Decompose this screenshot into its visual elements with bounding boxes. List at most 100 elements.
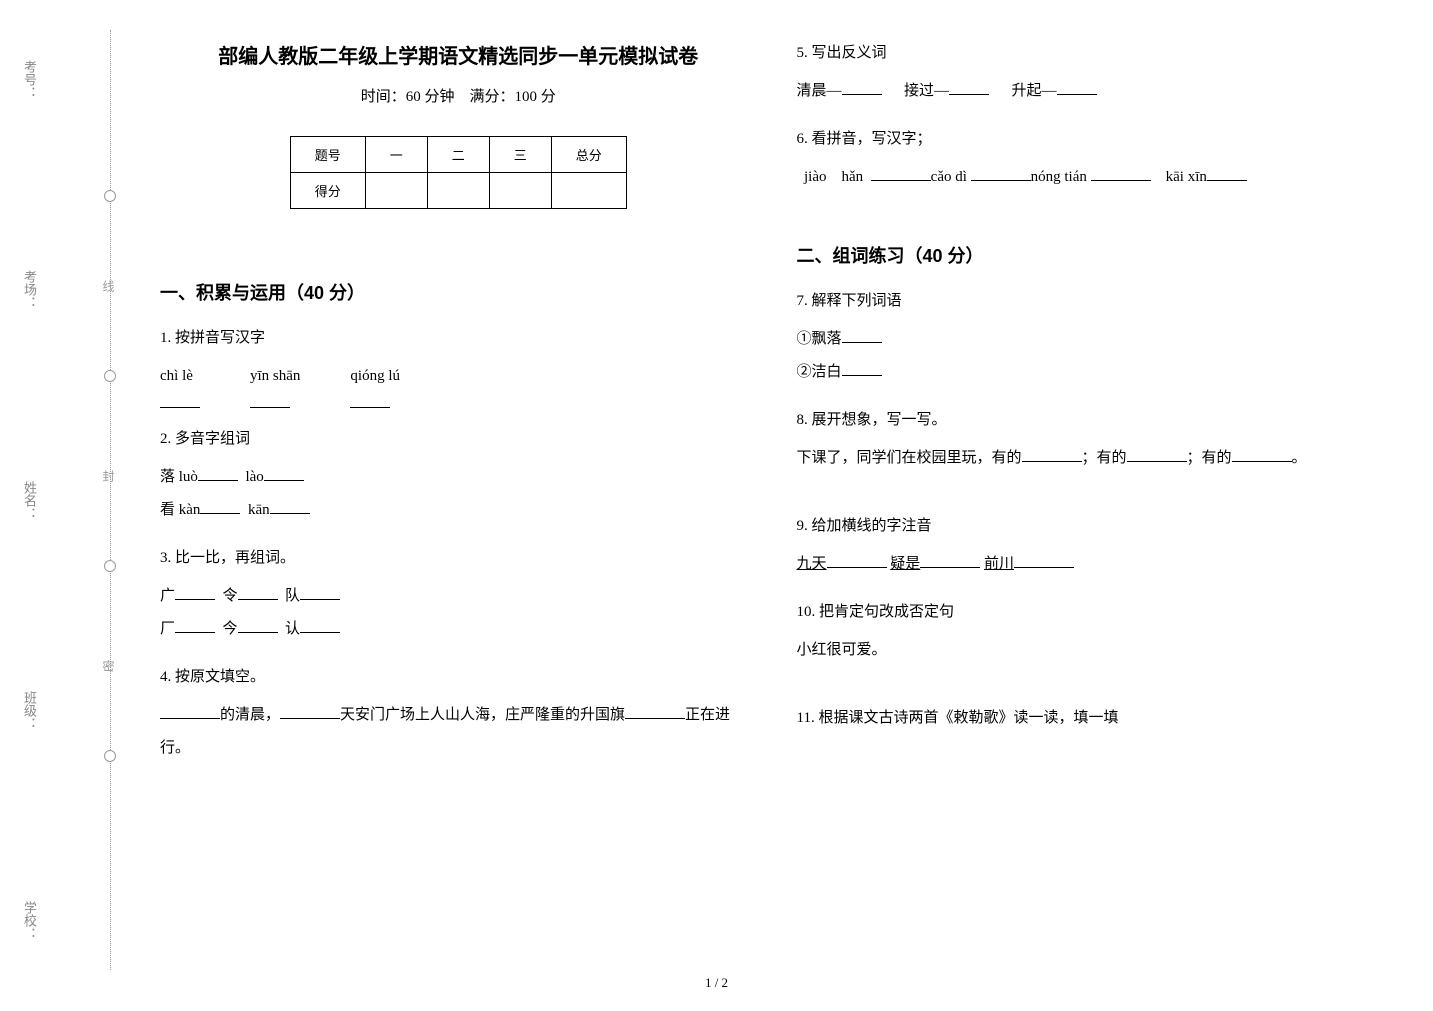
side-label: 考号：: [20, 60, 39, 99]
answer-blank: [920, 553, 980, 568]
pinyin: luò: [179, 469, 198, 485]
answer-blank: [238, 585, 278, 600]
pinyin-text: chì lè: [160, 360, 193, 393]
answer-blank: [264, 466, 304, 481]
answer-blank: [1057, 80, 1097, 95]
pinyin: cǎo dì: [931, 169, 967, 185]
binding-side-labels: 考号： 考场： 姓名： 班级： 学校：: [20, 60, 39, 940]
answer-blank: [1232, 447, 1292, 462]
pinyin: kāi xīn: [1166, 169, 1207, 185]
q7-label: ②洁白: [797, 364, 842, 380]
answer-blank: [280, 704, 340, 719]
side-label: 考场：: [20, 270, 39, 309]
side-label: 姓名：: [20, 481, 39, 520]
left-column: 部编人教版二年级上学期语文精选同步一单元模拟试卷 时间：60 分钟 满分：100…: [160, 40, 757, 971]
q8-body: 下课了，同学们在校园里玩，有的；有的；有的。: [797, 442, 1394, 475]
table-cell: 三: [489, 137, 551, 173]
answer-blank: [1022, 447, 1082, 462]
content-area: 部编人教版二年级上学期语文精选同步一单元模拟试卷 时间：60 分钟 满分：100…: [160, 40, 1393, 971]
binding-seal-text: 线: [100, 280, 117, 295]
table-cell: 一: [365, 137, 427, 173]
question-title: 2. 多音字组词: [160, 426, 757, 453]
q5-item: 接过—: [904, 83, 949, 99]
q2-body: 落 luò lào 看 kàn kān: [160, 461, 757, 527]
question-title: 3. 比一比，再组词。: [160, 545, 757, 572]
question-title: 7. 解释下列词语: [797, 288, 1394, 315]
q9-item: 疑是: [890, 556, 920, 572]
binding-seal-text: 封: [100, 470, 117, 485]
table-row: 题号 一 二 三 总分: [290, 137, 626, 173]
answer-blank: [871, 166, 931, 181]
side-label: 学校：: [20, 901, 39, 940]
table-cell: 总分: [551, 137, 626, 173]
question-title: 6. 看拼音，写汉字；: [797, 126, 1394, 153]
q5-item: 升起—: [1012, 83, 1057, 99]
binding-line: [110, 30, 111, 970]
binding-seal-text: 密: [100, 660, 117, 675]
binding-circle: [104, 190, 116, 202]
pinyin-item: chì lè: [160, 360, 200, 408]
q2-line: 看 kàn kān: [160, 494, 757, 527]
answer-blank: [842, 361, 882, 376]
answer-blank: [842, 328, 882, 343]
exam-meta: 时间：60 分钟 满分：100 分: [160, 85, 757, 106]
q8-text: ；有的: [1082, 450, 1127, 466]
question-title: 5. 写出反义词: [797, 40, 1394, 67]
q1-body: chì lè yīn shān qióng lú: [160, 360, 757, 408]
section-heading: 二、组词练习（40 分）: [797, 242, 1394, 268]
pinyin-text: yīn shān: [250, 360, 300, 393]
q3-row: 厂 今 认: [160, 613, 757, 646]
q7-item: ①飘落: [797, 323, 1394, 356]
answer-blank: [300, 585, 340, 600]
char: 厂: [160, 621, 175, 637]
binding-circle: [104, 750, 116, 762]
q2-line: 落 luò lào: [160, 461, 757, 494]
table-row: 得分: [290, 173, 626, 209]
answer-blank: [1014, 553, 1074, 568]
question-title: 10. 把肯定句改成否定句: [797, 599, 1394, 626]
page-footer: 1 / 2: [0, 975, 1433, 991]
q7-body: ①飘落 ②洁白: [797, 323, 1394, 389]
q4-body: 的清晨，天安门广场上人山人海，庄严隆重的升国旗正在进行。: [160, 699, 757, 765]
answer-blank: [250, 393, 290, 408]
q8-text: 下课了，同学们在校园里玩，有的: [797, 450, 1022, 466]
answer-blank: [827, 553, 887, 568]
q7-item: ②洁白: [797, 356, 1394, 389]
answer-blank: [1127, 447, 1187, 462]
table-cell: [551, 173, 626, 209]
right-column: 5. 写出反义词 清晨— 接过— 升起— 6. 看拼音，写汉字； jiào hǎ…: [797, 40, 1394, 971]
answer-blank: [270, 499, 310, 514]
question-title: 4. 按原文填空。: [160, 664, 757, 691]
q6-body: jiào hǎn cǎo dì nóng tián kāi xīn: [797, 161, 1394, 194]
answer-blank: [842, 80, 882, 95]
answer-blank: [625, 704, 685, 719]
pinyin: kān: [248, 502, 270, 518]
pinyin-item: yīn shān: [250, 360, 300, 408]
answer-blank: [160, 704, 220, 719]
answer-blank: [1091, 166, 1151, 181]
pinyin: nóng tián: [1031, 169, 1087, 185]
q5-item: 清晨—: [797, 83, 842, 99]
q4-text: 的清晨，: [220, 707, 280, 723]
q10-body: 小红很可爱。: [797, 634, 1394, 667]
pinyin: kàn: [179, 502, 201, 518]
answer-blank: [350, 393, 390, 408]
q7-label: ①飘落: [797, 331, 842, 347]
score-table: 题号 一 二 三 总分 得分: [290, 136, 627, 209]
char: 广: [160, 588, 175, 604]
q9-body: 九天 疑是 前川: [797, 548, 1394, 581]
table-cell: 得分: [290, 173, 365, 209]
pinyin: lào: [245, 469, 263, 485]
table-cell: 题号: [290, 137, 365, 173]
char: 今: [223, 621, 238, 637]
table-cell: 二: [427, 137, 489, 173]
q3-body: 广 令 队 厂 今 认: [160, 580, 757, 646]
answer-blank: [300, 618, 340, 633]
question-title: 8. 展开想象，写一写。: [797, 407, 1394, 434]
pinyin-text: qióng lú: [350, 360, 400, 393]
pinyin-item: qióng lú: [350, 360, 400, 408]
answer-blank: [175, 618, 215, 633]
question-title: 1. 按拼音写汉字: [160, 325, 757, 352]
q5-body: 清晨— 接过— 升起—: [797, 75, 1394, 108]
q4-text: 天安门广场上人山人海，庄严隆重的升国旗: [340, 707, 625, 723]
